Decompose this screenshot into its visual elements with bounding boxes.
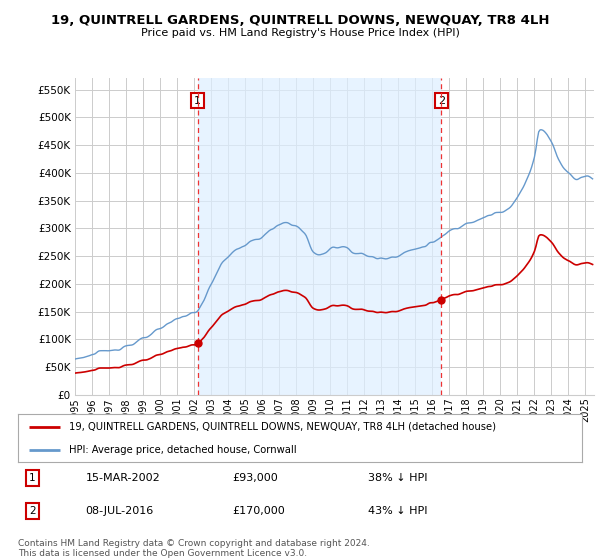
Text: 19, QUINTRELL GARDENS, QUINTRELL DOWNS, NEWQUAY, TR8 4LH: 19, QUINTRELL GARDENS, QUINTRELL DOWNS, … (51, 14, 549, 27)
Text: 43% ↓ HPI: 43% ↓ HPI (368, 506, 427, 516)
Bar (197, 78, 441, 395)
Text: 19, QUINTRELL GARDENS, QUINTRELL DOWNS, NEWQUAY, TR8 4LH (detached house): 19, QUINTRELL GARDENS, QUINTRELL DOWNS, … (69, 422, 496, 432)
Text: HPI: Average price, detached house, Cornwall: HPI: Average price, detached house, Corn… (69, 445, 296, 455)
Text: Contains HM Land Registry data © Crown copyright and database right 2024.
This d: Contains HM Land Registry data © Crown c… (18, 539, 370, 558)
Text: £93,000: £93,000 (232, 473, 278, 483)
Text: 38% ↓ HPI: 38% ↓ HPI (368, 473, 427, 483)
Text: Price paid vs. HM Land Registry's House Price Index (HPI): Price paid vs. HM Land Registry's House … (140, 28, 460, 38)
Text: 2: 2 (437, 96, 445, 106)
Text: £170,000: £170,000 (232, 506, 285, 516)
Text: 1: 1 (194, 96, 201, 106)
Text: 1: 1 (29, 473, 35, 483)
Text: 15-MAR-2002: 15-MAR-2002 (86, 473, 160, 483)
Text: 08-JUL-2016: 08-JUL-2016 (86, 506, 154, 516)
Text: 2: 2 (29, 506, 35, 516)
